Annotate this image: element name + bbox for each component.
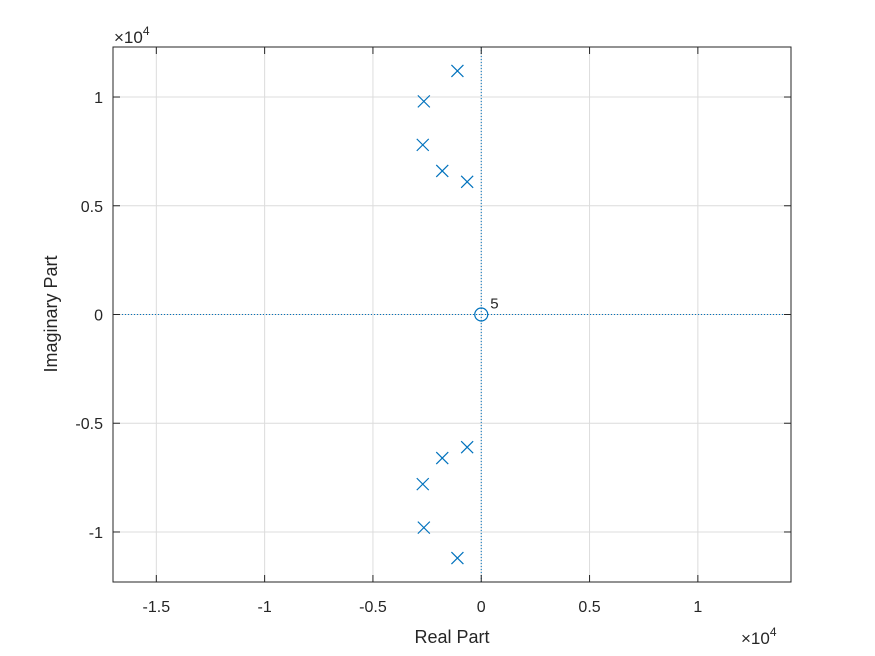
pole-marker [435, 451, 449, 465]
y-tick-label: -0.5 [75, 416, 103, 433]
pole-marker [450, 64, 464, 78]
y-tick-label: 1 [94, 90, 103, 107]
x-tick-label: -1.5 [143, 599, 171, 616]
x-tick-label: 1 [693, 599, 702, 616]
tick-labels: -1.5 -1 -0.5 0 0.5 1 -1 -0.5 0 0.5 1 [75, 90, 702, 616]
x-tick-label: -0.5 [359, 599, 387, 616]
grid-lines [113, 47, 791, 582]
x-axis-exponent: ×104 [741, 625, 777, 648]
pole-marker [416, 477, 430, 491]
pole-marker [460, 175, 474, 189]
pole-marker [435, 164, 449, 178]
zero-multiplicity-label: 5 [490, 296, 498, 313]
y-tick-label: 0.5 [81, 199, 103, 216]
zero-marker [474, 307, 489, 322]
y-tick-label: 0 [94, 308, 103, 325]
plot-marks [416, 64, 489, 565]
tick-marks [113, 47, 791, 582]
y-tick-label: -1 [89, 525, 103, 542]
x-tick-label: -1 [258, 599, 272, 616]
pole-marker [460, 440, 474, 454]
x-tick-label: 0.5 [578, 599, 600, 616]
pole-marker [416, 138, 430, 152]
x-axis-label: Real Part [414, 627, 489, 647]
pole-marker [417, 521, 431, 535]
y-axis-label: Imaginary Part [41, 255, 61, 372]
y-axis-exponent: ×104 [114, 24, 150, 47]
x-tick-label: 0 [477, 599, 486, 616]
pole-marker [450, 551, 464, 565]
pole-marker [417, 94, 431, 108]
reference-lines [113, 47, 791, 582]
